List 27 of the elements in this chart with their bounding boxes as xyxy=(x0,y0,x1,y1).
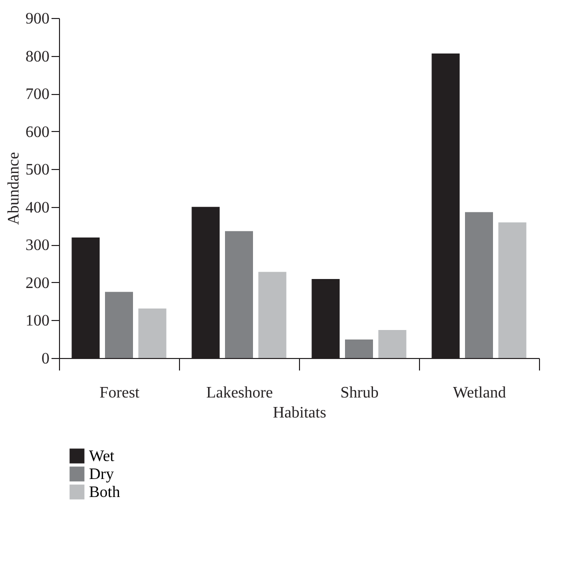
x-tick-label: Lakeshore xyxy=(206,384,273,402)
y-axis-title: Abundance xyxy=(6,152,22,225)
bar xyxy=(138,308,166,358)
legend-label: Both xyxy=(89,484,120,501)
y-tick-label: 700 xyxy=(26,86,50,104)
y-tick-label: 100 xyxy=(26,312,50,330)
y-tick-label: 200 xyxy=(26,274,50,292)
y-tick-label: 900 xyxy=(26,10,50,28)
y-tick-label: 0 xyxy=(42,350,50,368)
y-tick-label: 500 xyxy=(26,162,50,179)
x-tick-label: Shrub xyxy=(340,384,379,402)
bar xyxy=(378,330,406,358)
bar xyxy=(465,212,493,358)
bar xyxy=(258,272,286,358)
y-tick-label: 600 xyxy=(26,124,50,141)
bar xyxy=(225,231,253,358)
legend-label: Wet xyxy=(89,448,115,465)
y-tick-label: 300 xyxy=(26,237,50,254)
x-tick-label: Wetland xyxy=(453,384,506,402)
y-tick-label: 800 xyxy=(26,48,50,66)
bar xyxy=(345,339,373,358)
x-tick-label: Forest xyxy=(100,384,140,402)
bar xyxy=(105,292,133,358)
x-axis-title: Habitats xyxy=(272,404,326,422)
legend-label: Dry xyxy=(89,466,114,483)
y-tick-label: 400 xyxy=(26,199,50,216)
bar xyxy=(498,222,526,358)
